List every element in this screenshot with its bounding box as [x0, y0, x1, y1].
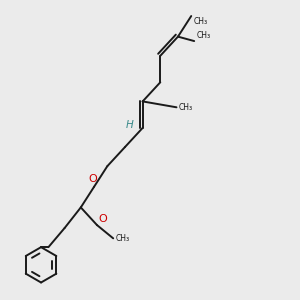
Text: H: H [125, 120, 133, 130]
Text: CH₃: CH₃ [116, 234, 130, 243]
Text: CH₃: CH₃ [179, 103, 193, 112]
Text: CH₃: CH₃ [196, 31, 211, 40]
Text: O: O [89, 174, 98, 184]
Text: O: O [98, 214, 107, 224]
Text: CH₃: CH₃ [194, 17, 208, 26]
